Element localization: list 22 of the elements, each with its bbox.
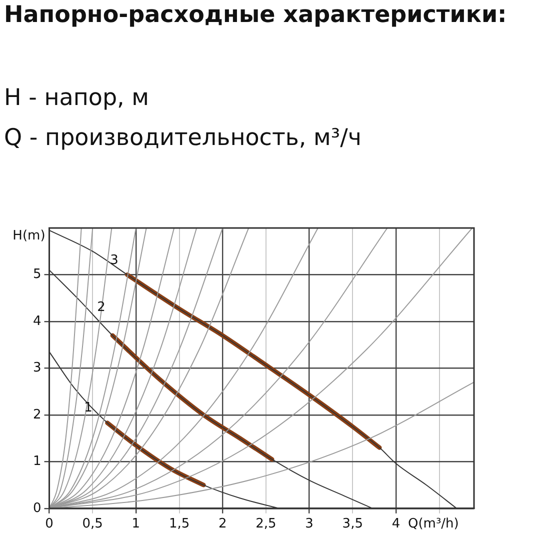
x-tick-label: 4 bbox=[392, 516, 400, 532]
x-tick-label: 0 bbox=[45, 516, 54, 532]
chart-subtitle: H - напор, м Q - производительность, м³/ч bbox=[4, 84, 362, 153]
x-tick-label: 3 bbox=[305, 516, 314, 532]
chart-title: Напорно-расходные характеристики: bbox=[4, 2, 507, 28]
annotation: 1 bbox=[84, 400, 92, 416]
y-tick-label: 4 bbox=[32, 314, 42, 329]
y-tick-label: 2 bbox=[32, 407, 42, 422]
x-tick-label: 3,5 bbox=[342, 516, 363, 532]
y-tick-label: 1 bbox=[32, 454, 42, 470]
x-tick-label: 0,5 bbox=[82, 516, 103, 532]
y-axis-title: H(m) bbox=[12, 228, 46, 244]
y-tick-label: 5 bbox=[32, 267, 42, 282]
y-tick-label: 3 bbox=[32, 360, 42, 376]
x-tick-label: 1 bbox=[132, 516, 140, 532]
y-tick-label: 0 bbox=[32, 500, 42, 516]
x-axis-title: Q(m³/h) bbox=[408, 516, 459, 532]
x-tick-label: 1,5 bbox=[168, 516, 190, 532]
annotation: 3 bbox=[110, 253, 118, 268]
annotation: 2 bbox=[97, 300, 106, 315]
x-tick-label: 2,5 bbox=[256, 516, 276, 532]
x-tick-label: 2 bbox=[218, 516, 227, 532]
